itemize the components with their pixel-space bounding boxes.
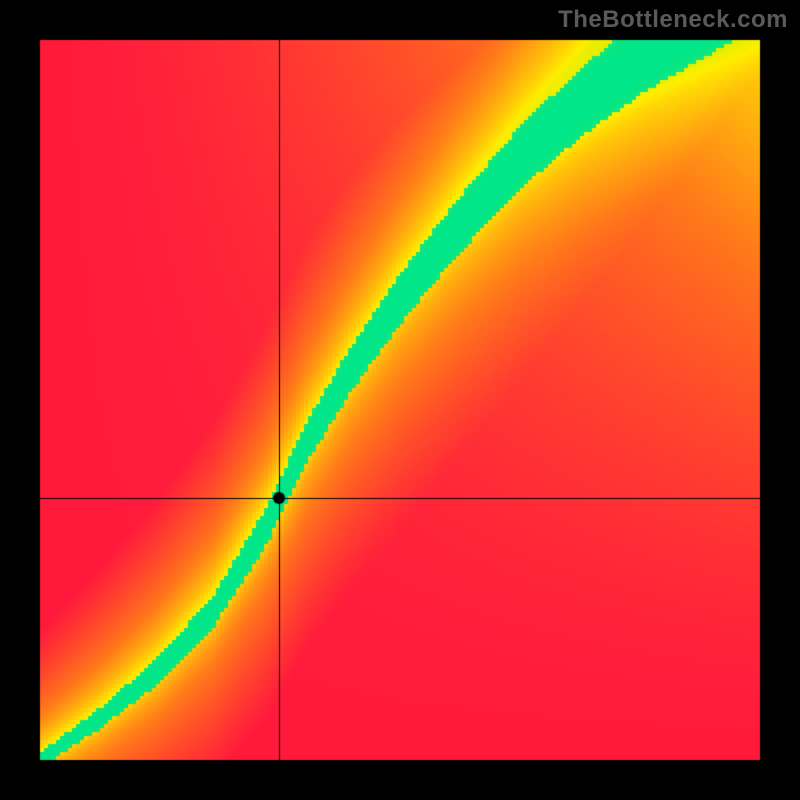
bottleneck-heatmap-canvas: [0, 0, 800, 800]
chart-container: TheBottleneck.com: [0, 0, 800, 800]
watermark-label: TheBottleneck.com: [558, 6, 788, 34]
